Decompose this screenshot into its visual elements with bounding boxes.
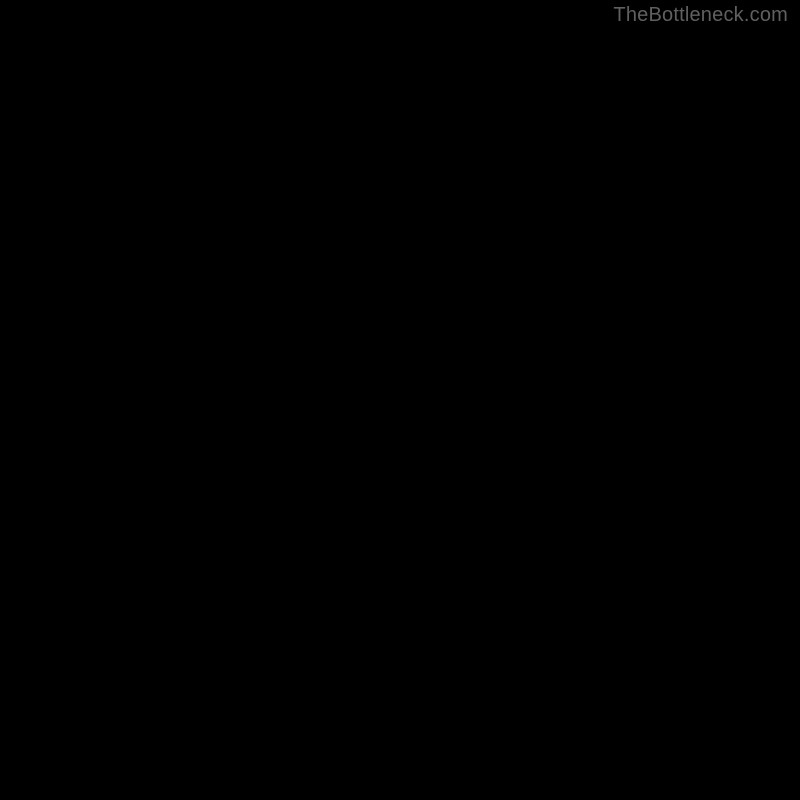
outer-frame: [0, 0, 800, 800]
watermark-text: TheBottleneck.com: [613, 4, 788, 27]
